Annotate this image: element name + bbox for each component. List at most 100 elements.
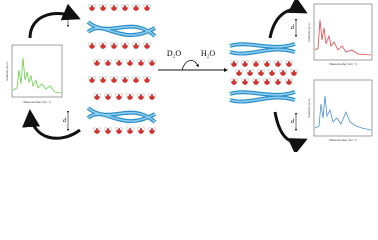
plot-frame — [313, 3, 373, 61]
hydrogen-atom — [136, 76, 141, 80]
hydrogen-atom — [261, 69, 266, 73]
hydrogen-atom — [87, 76, 92, 80]
exchange-hook — [181, 60, 199, 71]
swollen-lattice — [86, 4, 157, 134]
figure: Intensity (a.u.) Wavenumber (cm⁻¹) d d D… — [5, 0, 373, 152]
plot-frame — [11, 44, 63, 98]
hydrogen-atom — [136, 59, 141, 63]
hydrogen-atom — [234, 69, 239, 73]
spacing-label: d — [291, 119, 295, 125]
hydrogen-atom — [278, 78, 283, 82]
plot-frame — [313, 79, 373, 137]
spacing-label: d — [63, 118, 67, 124]
hydrogen-atom — [103, 42, 108, 46]
hydrogen-atom — [130, 127, 135, 131]
spectrum-green: Intensity (a.u.) Wavenumber (cm⁻¹) — [5, 44, 63, 104]
hydrogen-atom — [229, 60, 234, 64]
spectrum-line — [314, 19, 372, 56]
hydrogen-atom — [250, 69, 255, 73]
hydrogen-atom — [284, 78, 289, 82]
hydrogen-atom — [114, 93, 119, 97]
hydrogen-atom — [239, 69, 244, 73]
hydrogen-atom — [108, 93, 113, 97]
hydrogen-atom — [141, 93, 146, 97]
hydrogen-atom — [98, 42, 103, 46]
hydrogen-atom — [142, 76, 147, 80]
spectrum-line — [314, 95, 372, 131]
hydrogen-atom — [273, 78, 278, 82]
hydrogen-atom — [92, 4, 97, 8]
hydrogen-atom — [120, 42, 125, 46]
spacing-label: d — [291, 25, 295, 31]
spectrum-red: Intensity (a.u.) Wavenumber (cm⁻¹) — [307, 3, 373, 66]
hydrogen-atom — [147, 127, 152, 131]
hydrogen-atom — [109, 42, 114, 46]
hydrogen-atom — [289, 60, 294, 64]
hydrogen-atom — [114, 4, 119, 8]
hydrogen-atom — [97, 93, 102, 97]
hydrogen-atom — [114, 127, 119, 131]
cycle-arrow — [28, 3, 81, 39]
hydrogen-atom — [131, 4, 136, 8]
x-label: Wavenumber (cm⁻¹) — [329, 62, 356, 66]
hydrogen-atom — [92, 59, 97, 63]
hydrogen-atom — [245, 78, 250, 82]
y-label: Intensity (a.u.) — [307, 98, 311, 117]
hydrogen-atom — [240, 60, 245, 64]
hydrogen-atom — [152, 59, 157, 63]
hydrogen-atom — [92, 127, 97, 131]
fiber-highlight — [87, 107, 156, 123]
hydrogen-atom — [119, 59, 124, 63]
hydrogen-atom — [125, 93, 130, 97]
hydrogen-atom — [267, 69, 272, 73]
hydrogen-atom — [119, 93, 124, 97]
hydrogen-atom — [136, 4, 141, 8]
hydrogen-atom — [131, 76, 136, 80]
hydrogen-atom — [125, 4, 130, 8]
hydrogen-atom — [294, 69, 299, 73]
hydrogen-atom — [114, 59, 119, 63]
hydrogen-atom — [262, 60, 267, 64]
hydrogen-atom — [103, 93, 108, 97]
hydrogen-atom — [234, 60, 239, 64]
hydrogen-atom — [229, 78, 234, 82]
hydrogen-atom — [147, 76, 152, 80]
hydrogen-atom — [109, 76, 114, 80]
hydrogen-atom — [278, 69, 283, 73]
hydrogen-atom — [262, 78, 267, 82]
hydrogen-atom — [234, 78, 239, 82]
hydrogen-atom — [240, 78, 245, 82]
hydrogen-atom — [103, 76, 108, 80]
hydrogen-atom — [142, 4, 147, 8]
hydrogen-atom — [283, 69, 288, 73]
hydrogen-atom — [256, 60, 261, 64]
hydrogen-atom — [267, 60, 272, 64]
hydrogen-atom — [251, 60, 256, 64]
hydrogen-atom — [256, 69, 261, 73]
hydrogen-atom — [98, 76, 103, 80]
fiber-highlight — [229, 43, 296, 55]
hydrogen-atom — [125, 59, 130, 63]
hydrogen-atom — [245, 69, 250, 73]
x-label: Wavenumber (cm⁻¹) — [23, 100, 50, 104]
hydrogen-atom — [114, 42, 119, 46]
hydrogen-atom — [109, 4, 114, 8]
hydrogen-atom — [119, 127, 124, 131]
fiber-highlight — [229, 91, 296, 103]
cycle-arrow — [273, 111, 308, 152]
hydrogen-atom — [251, 78, 256, 82]
hydrogen-atom — [87, 4, 92, 8]
hydrogen-atom — [136, 93, 141, 97]
hydrogen-atom — [273, 60, 278, 64]
hydrogen-atom — [97, 59, 102, 63]
hydrogen-atom — [284, 60, 289, 64]
spacing-label: d — [63, 14, 67, 20]
hydrogen-atom — [103, 127, 108, 131]
hydrogen-atom — [267, 78, 272, 82]
spectrum-blue: Intensity (a.u.) Wavenumber (cm⁻¹) — [307, 79, 373, 142]
hydrogen-atom — [103, 4, 108, 8]
spectrum-line — [12, 57, 62, 94]
y-label: Intensity (a.u.) — [307, 22, 311, 41]
hydrogen-atom — [92, 93, 97, 97]
hydrogen-atom — [136, 42, 141, 46]
